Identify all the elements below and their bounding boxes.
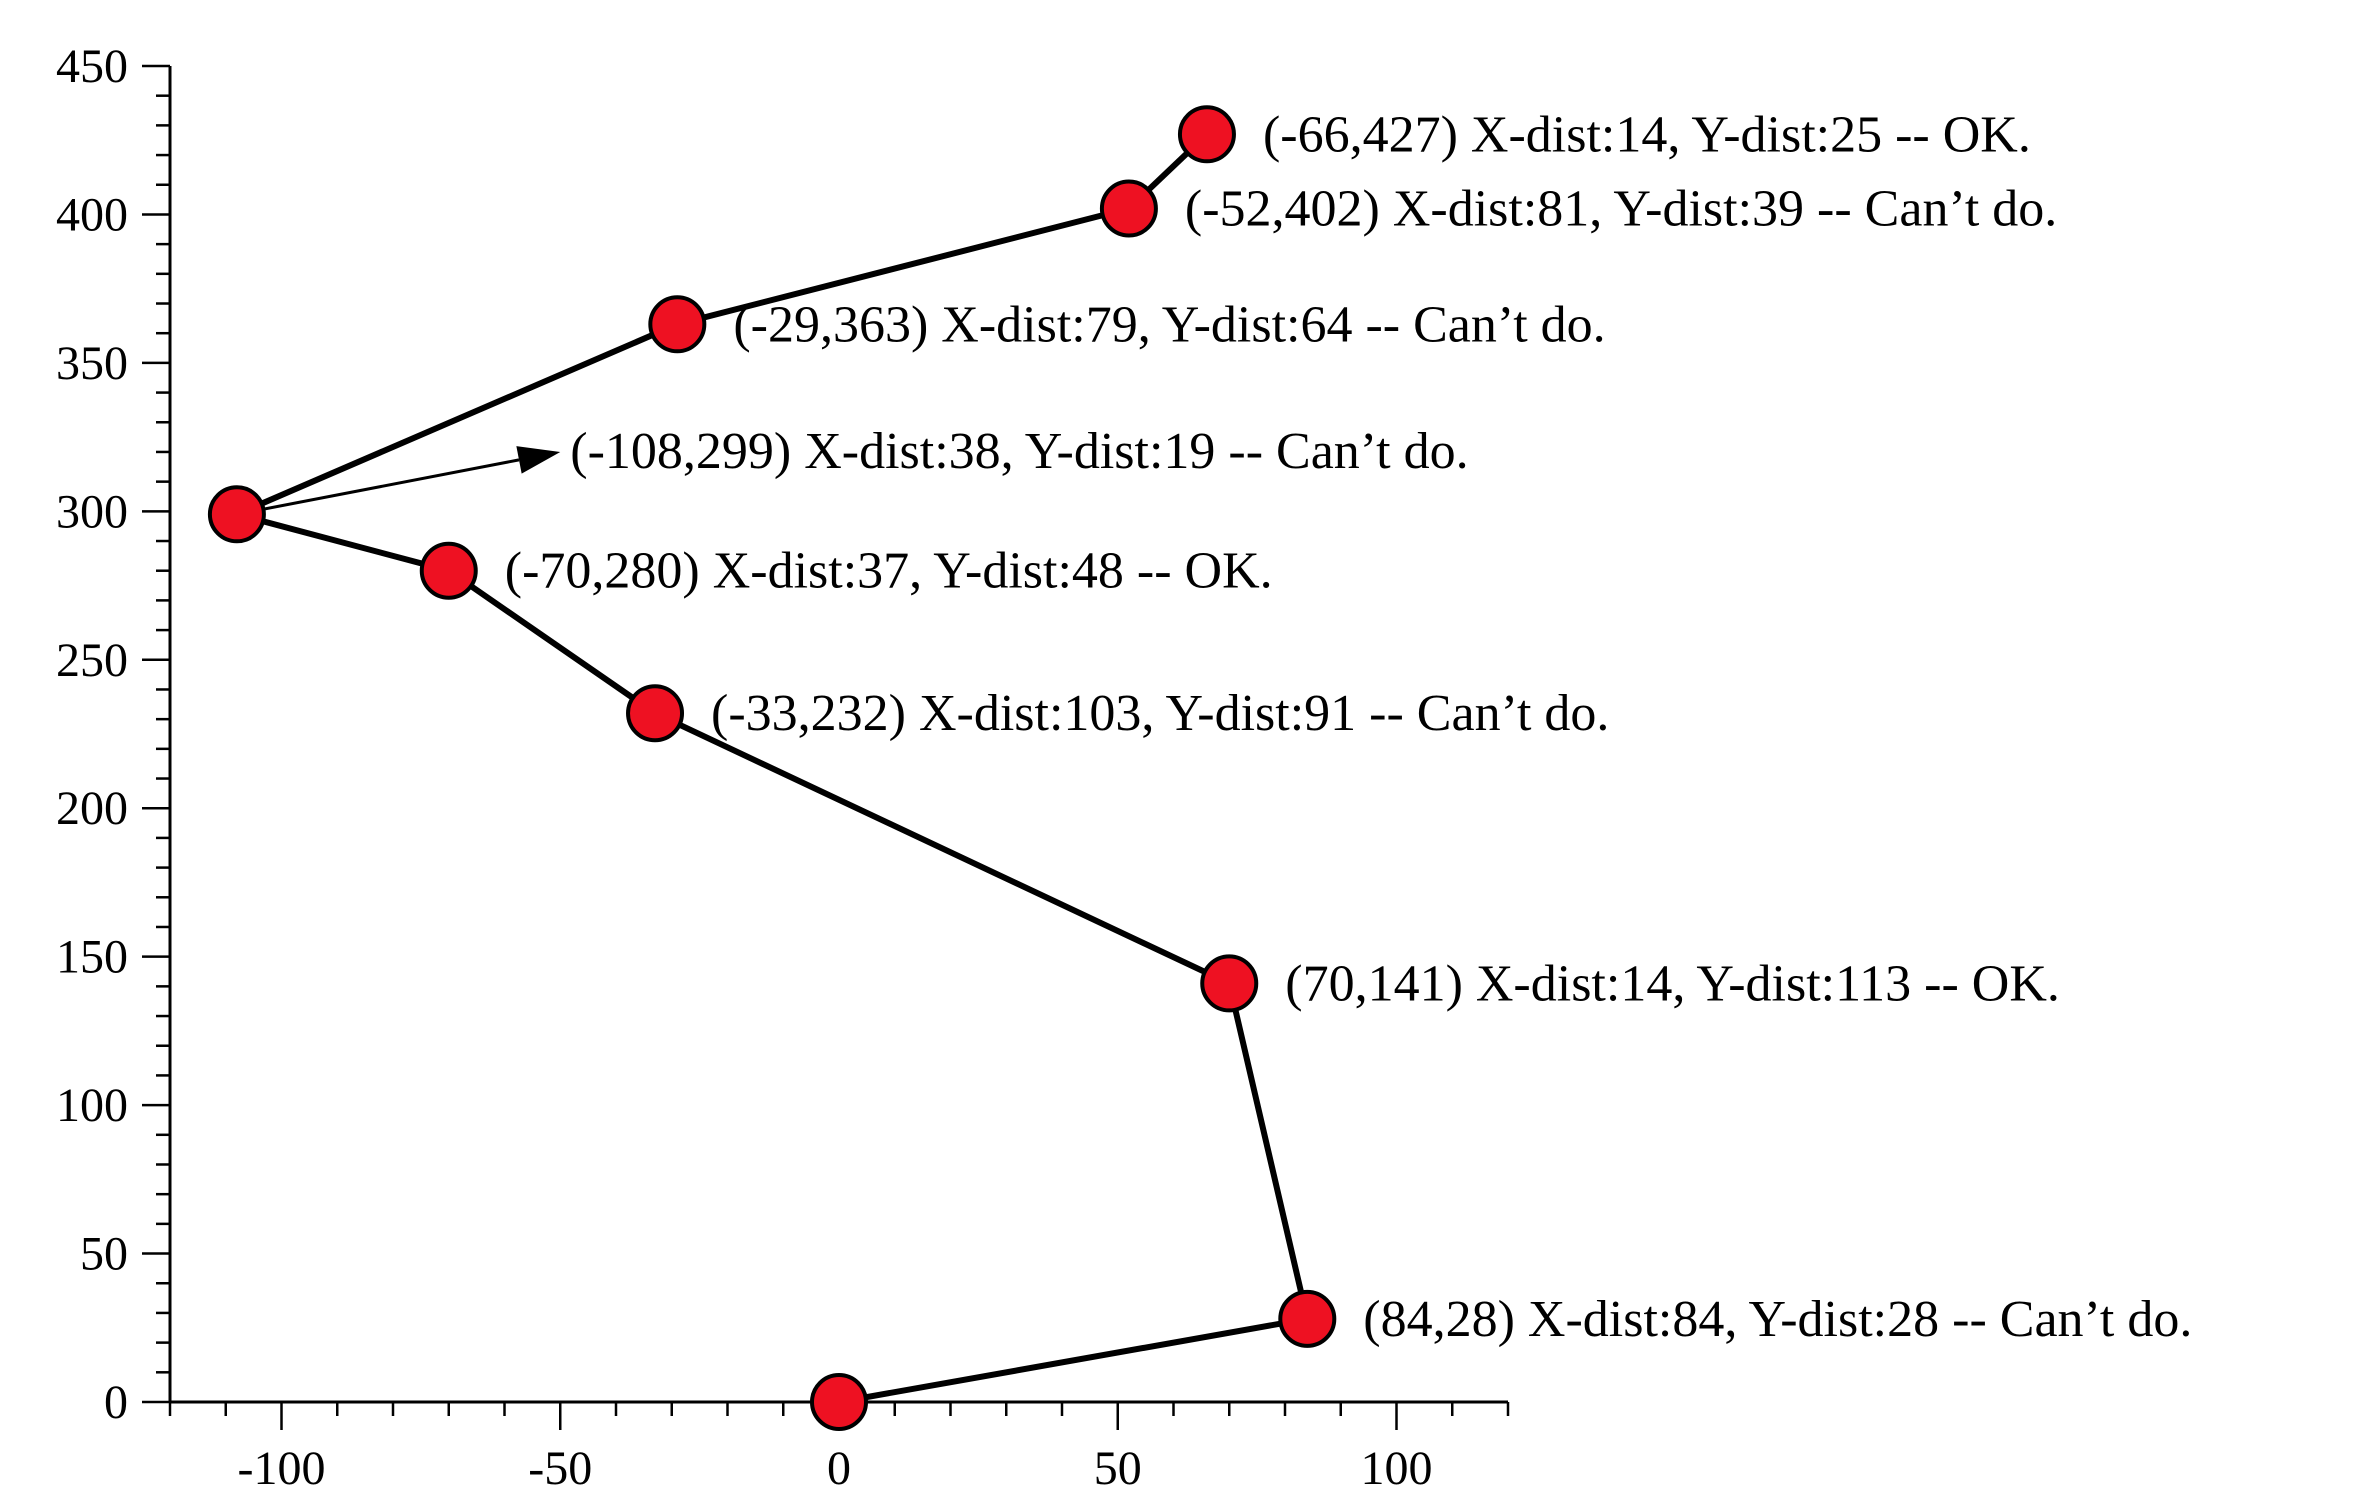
point-label: (70,141) X-dist:14, Y-dist:113 -- OK.	[1285, 955, 2060, 1012]
data-point	[1278, 1289, 1337, 1348]
path-segment	[674, 205, 1132, 328]
y-tick-label: 100	[56, 1079, 128, 1132]
x-tick-label: 100	[1361, 1442, 1433, 1495]
x-tick-label: -100	[238, 1442, 326, 1495]
point-label: (-33,232) X-dist:103, Y-dist:91 -- Can’t…	[711, 685, 1609, 742]
x-tick-label: -50	[528, 1442, 592, 1495]
x-tick-label: 50	[1094, 1442, 1142, 1495]
data-point	[626, 684, 685, 743]
arrow-head	[516, 446, 561, 474]
data-point	[1200, 954, 1259, 1013]
y-tick-label: 450	[56, 40, 128, 93]
y-tick-label: 0	[104, 1376, 128, 1429]
y-tick-label: 300	[56, 485, 128, 538]
path-segment	[233, 511, 452, 574]
path-segment	[1226, 980, 1311, 1322]
point-label: (-70,280) X-dist:37, Y-dist:48 -- OK.	[505, 543, 1273, 600]
point-label: (-29,363) X-dist:79, Y-dist:64 -- Can’t …	[733, 296, 1605, 353]
arrow-shaft	[236, 458, 520, 516]
point-labels: (84,28) X-dist:84, Y-dist:28 -- Can’t do…	[505, 106, 2193, 1348]
data-point	[419, 541, 478, 600]
point-label: (84,28) X-dist:84, Y-dist:28 -- Can’t do…	[1363, 1291, 2192, 1348]
data-point	[1177, 105, 1236, 164]
path-segment	[233, 321, 681, 518]
y-tick-label: 200	[56, 782, 128, 835]
data-point	[207, 485, 266, 544]
y-tick-label: 50	[80, 1228, 128, 1281]
data-point	[1099, 179, 1158, 238]
y-tick-label: 150	[56, 931, 128, 984]
y-tick-label: 400	[56, 188, 128, 241]
direction-arrow: (-108,299) X-dist:38, Y-dist:19 -- Can’t…	[236, 423, 1469, 516]
path-segment	[445, 567, 659, 717]
path-segment	[836, 1315, 1311, 1405]
arrow-label: (-108,299) X-dist:38, Y-dist:19 -- Can’t…	[570, 423, 1468, 480]
x-tick-label: 0	[827, 1442, 851, 1495]
points	[207, 105, 1337, 1431]
point-label: (-66,427) X-dist:14, Y-dist:25 -- OK.	[1263, 106, 2031, 163]
data-point	[810, 1373, 868, 1431]
y-tick-label: 250	[56, 634, 128, 687]
path-segment	[652, 710, 1233, 987]
path-lines	[233, 131, 1311, 1405]
data-point	[648, 295, 707, 354]
axes: 0 50 100 150 200 250 300 350 400 450 -100 -50 0 50 100	[56, 40, 1510, 1495]
point-label: (-52,402) X-dist:81, Y-dist:39 -- Can’t …	[1185, 181, 2057, 238]
y-tick-label: 350	[56, 337, 128, 390]
